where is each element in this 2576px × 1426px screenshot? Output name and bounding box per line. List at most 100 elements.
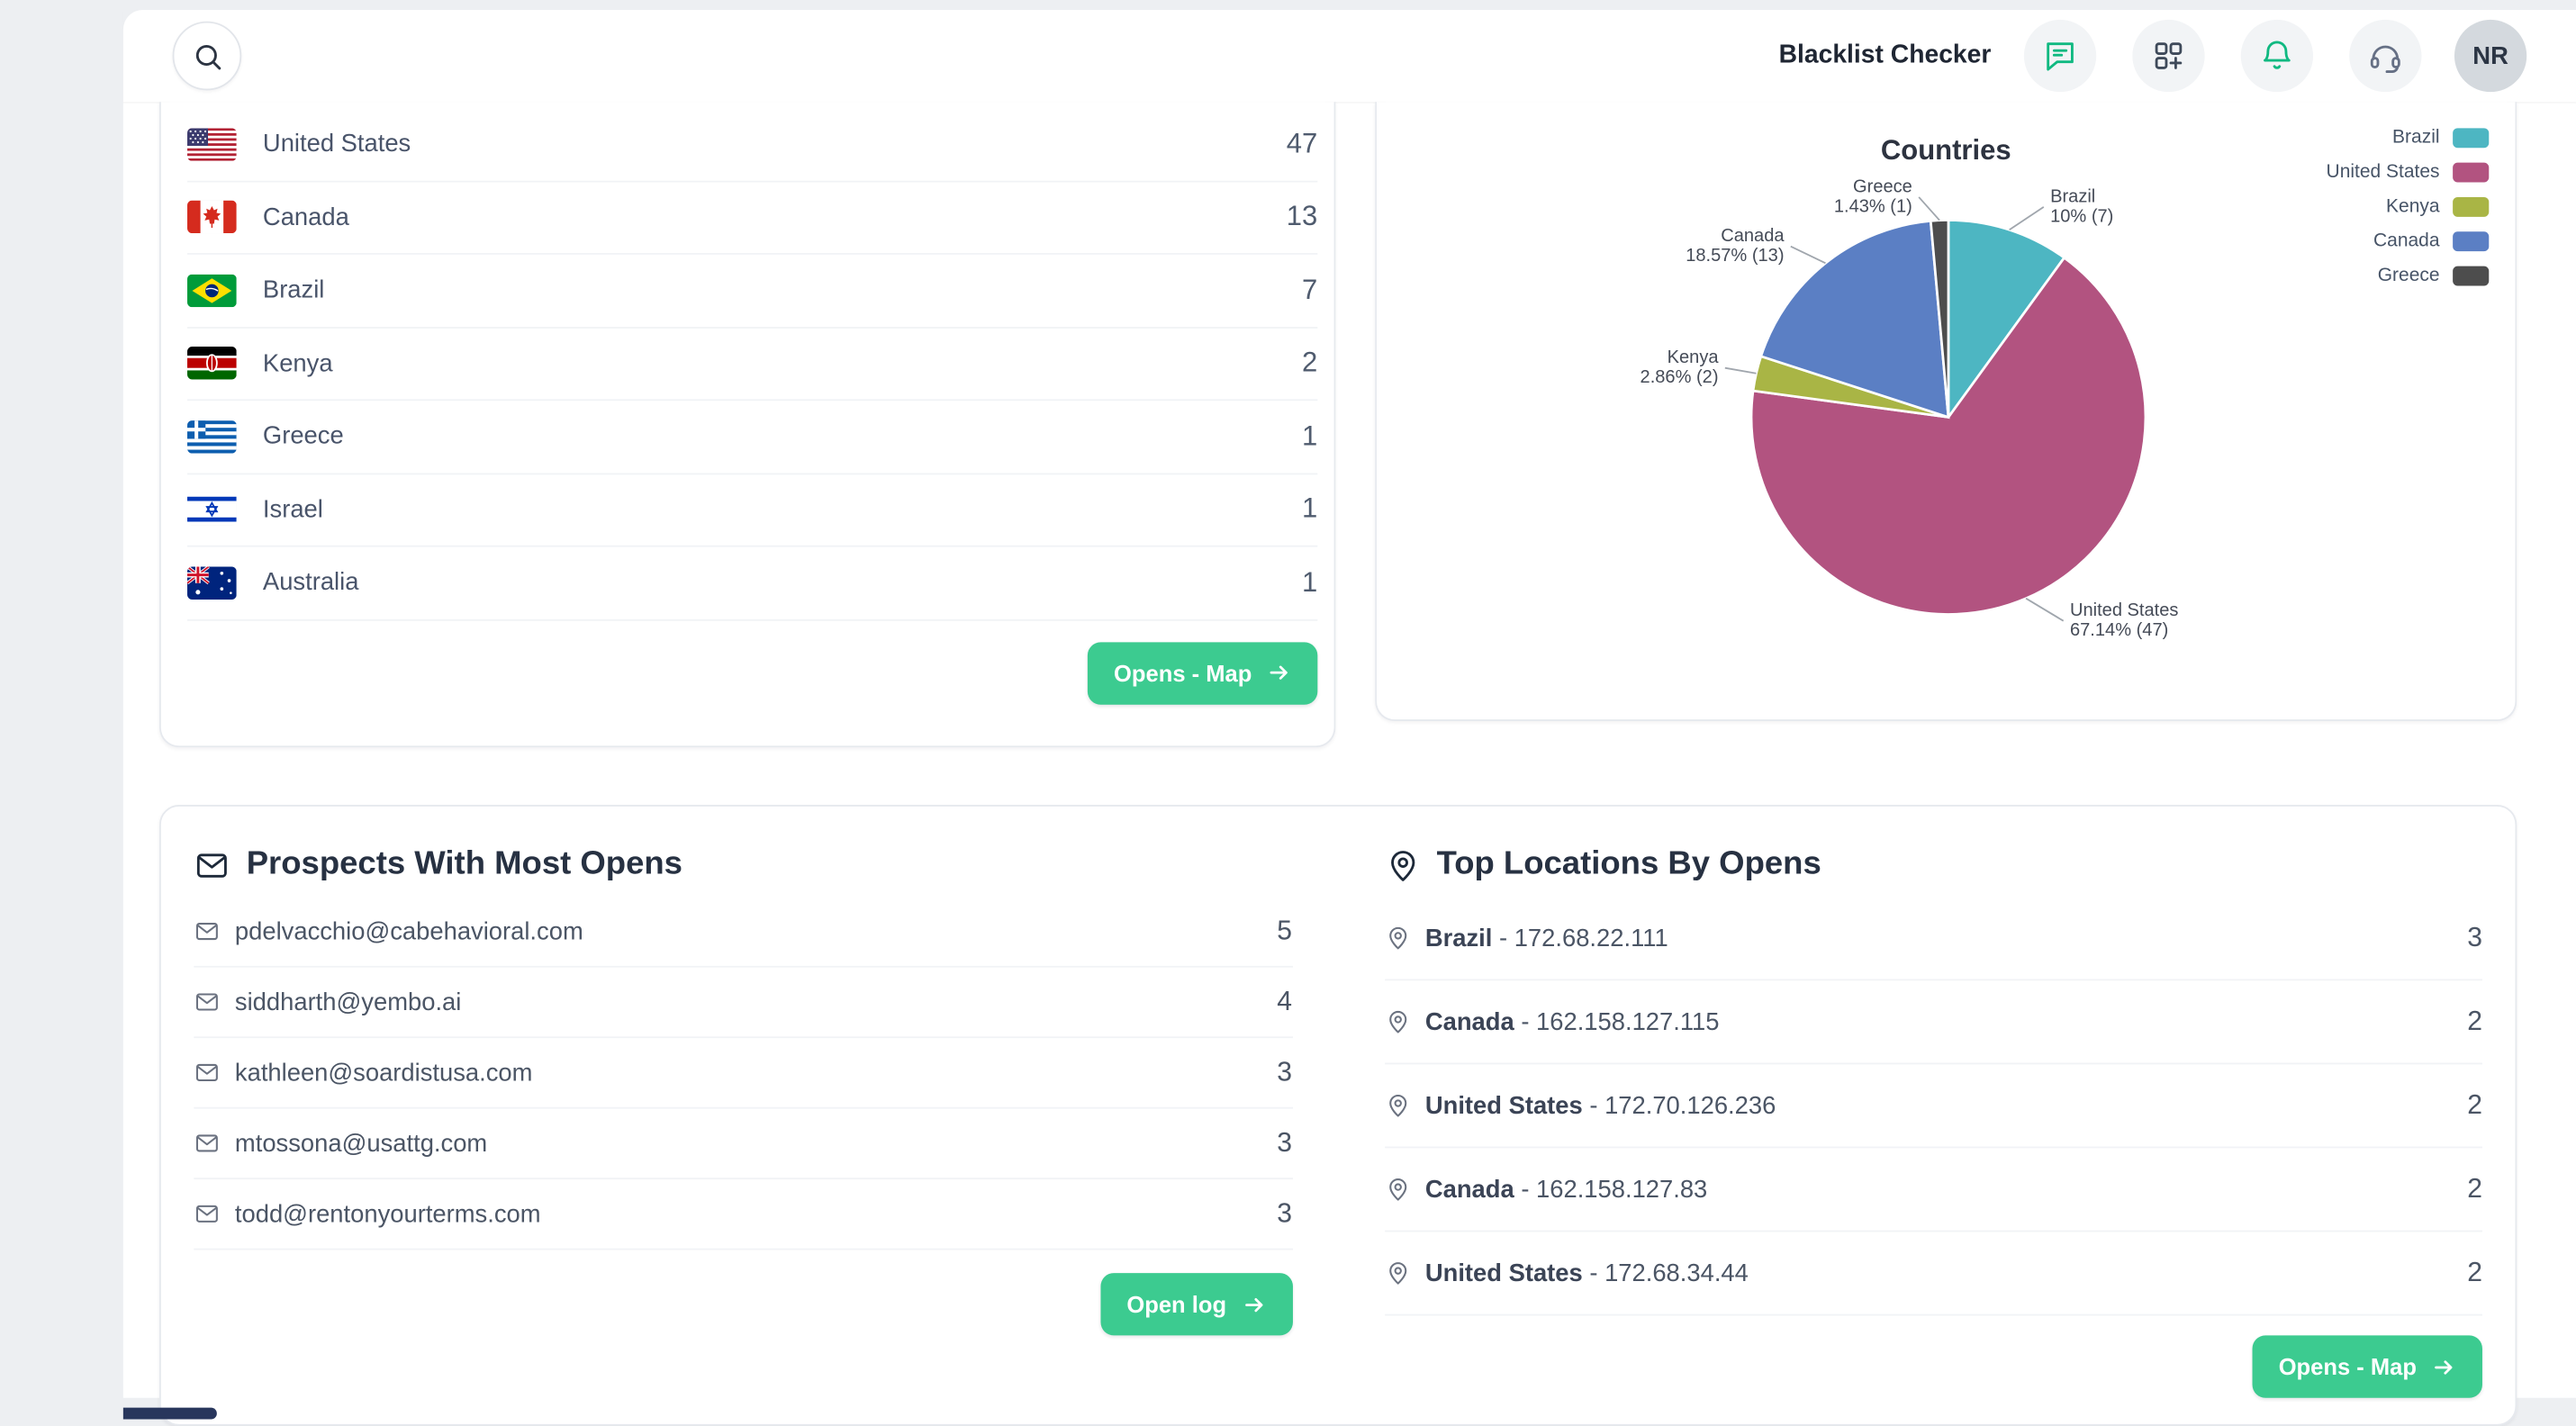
legend-swatch	[2453, 196, 2490, 217]
pie-label-line	[1724, 366, 1757, 375]
apps-button[interactable]	[2132, 19, 2205, 93]
opens-map-button-2[interactable]: Opens - Map	[2252, 1335, 2482, 1398]
header-actions	[2023, 19, 2422, 93]
legend-item-united-states: United States	[2327, 162, 2490, 183]
location-pin-icon	[1384, 1008, 1410, 1034]
prospects-header: Prospects With Most Opens	[194, 846, 1292, 884]
arrow-right-icon	[2431, 1354, 2455, 1378]
header: Blacklist Checker NR	[123, 10, 2576, 102]
chat-icon	[2042, 38, 2078, 74]
location-row: United States - 172.70.126.236 2	[1384, 1064, 2482, 1149]
prospect-open-count: 5	[1277, 916, 1293, 946]
prospect-email: todd@rentonyourterms.com	[234, 1199, 541, 1228]
prospect-row: todd@rentonyourterms.com 3	[194, 1179, 1293, 1250]
flag-kenya-icon	[187, 347, 237, 380]
pie-slice-greece	[1929, 219, 1950, 418]
pie-slice-label: Kenya	[1668, 347, 1720, 367]
countries-list: United States 47 Canada 13 Brazil 7 Keny…	[161, 108, 1334, 620]
prospect-open-count: 3	[1277, 1198, 1293, 1228]
flag-united-states-icon	[187, 127, 237, 161]
avatar[interactable]: NR	[2454, 19, 2527, 93]
envelope-icon	[194, 988, 220, 1015]
pie-slice-united-states	[1749, 256, 2147, 616]
chart-title: Countries	[1880, 134, 2011, 167]
prospect-email: mtossona@usattg.com	[234, 1129, 488, 1158]
location-country: Canada	[1424, 1007, 1514, 1036]
location-row: United States - 172.68.34.44 2	[1384, 1232, 2482, 1316]
opens-map-button[interactable]: Opens - Map	[1087, 641, 1318, 704]
pie-slice-brazil	[1947, 219, 2066, 421]
location-ip: - 172.68.34.44	[1582, 1259, 1749, 1287]
country-name: Greece	[262, 422, 344, 451]
top-cards-row: United States 47 Canada 13 Brazil 7 Keny…	[158, 102, 2517, 748]
location-open-count: 2	[2467, 1173, 2482, 1204]
location-ip: - 172.68.22.111	[1492, 924, 1668, 952]
apps-grid-icon	[2150, 38, 2186, 74]
open-log-button[interactable]: Open log	[1100, 1273, 1293, 1336]
location-ip: - 162.158.127.115	[1514, 1007, 1720, 1036]
locations-header: Top Locations By Opens	[1384, 846, 2482, 884]
pie-slice-canada	[1759, 219, 1950, 420]
country-row: Brazil 7	[187, 255, 1318, 329]
prospect-row: kathleen@soardistusa.com 3	[194, 1038, 1293, 1109]
location-country: Canada	[1424, 1175, 1514, 1204]
location-pin-icon	[1384, 1176, 1410, 1202]
country-row: Israel 1	[187, 474, 1318, 547]
legend-swatch	[2453, 162, 2490, 183]
headset-icon	[2367, 38, 2403, 74]
pie-label-line	[2009, 206, 2045, 231]
flag-canada-icon	[187, 201, 237, 234]
pie-label-line	[1790, 245, 1826, 265]
prospects-footer: Open log	[194, 1273, 1293, 1336]
prospect-email: siddharth@yembo.ai	[234, 988, 462, 1016]
blacklist-checker-link[interactable]: Blacklist Checker	[1778, 41, 1992, 69]
legend-swatch	[2453, 128, 2490, 149]
envelope-icon	[194, 918, 220, 944]
pie-label-line	[2025, 597, 2065, 622]
search-button[interactable]	[172, 21, 242, 91]
horizontal-scrollbar-thumb[interactable]	[122, 1407, 217, 1420]
pie-slice-label: Greece	[1853, 176, 1912, 196]
prospects-column: Prospects With Most Opens pdelvacchio@ca…	[194, 836, 1293, 1398]
arrow-right-icon	[1267, 660, 1291, 684]
location-row: Canada - 162.158.127.83 2	[1384, 1148, 2482, 1232]
country-open-count: 1	[1302, 566, 1318, 598]
flag-brazil-icon	[187, 274, 237, 307]
location-open-count: 2	[2467, 1089, 2482, 1120]
envelope-icon	[194, 1130, 220, 1156]
prospect-row: mtossona@usattg.com 3	[194, 1109, 1293, 1180]
pie-slice-value: 67.14% (47)	[2070, 620, 2168, 640]
envelope-icon	[194, 1201, 220, 1227]
prospects-title: Prospects With Most Opens	[246, 845, 682, 882]
prospect-row: siddharth@yembo.ai 4	[194, 968, 1293, 1039]
prospects-list: pdelvacchio@cabehavioral.com 5 siddharth…	[194, 897, 1293, 1250]
bottom-card: Prospects With Most Opens pdelvacchio@ca…	[158, 805, 2517, 1426]
country-name: Israel	[262, 495, 323, 524]
flag-australia-icon	[187, 566, 237, 600]
prospect-row: pdelvacchio@cabehavioral.com 5	[194, 897, 1293, 968]
open-log-button-label: Open log	[1126, 1291, 1227, 1318]
country-open-count: 7	[1302, 274, 1318, 305]
location-pin-icon	[1384, 1259, 1410, 1286]
prospect-open-count: 3	[1277, 1127, 1293, 1158]
envelope-icon	[194, 847, 230, 883]
location-open-count: 2	[2467, 1006, 2482, 1036]
arrow-right-icon	[1241, 1292, 1265, 1316]
chat-button[interactable]	[2023, 19, 2097, 93]
pie-slice-value: 10% (7)	[2050, 206, 2113, 226]
legend-swatch	[2453, 266, 2490, 286]
flag-israel-icon	[187, 492, 237, 527]
notifications-button[interactable]	[2240, 19, 2314, 93]
countries-chart-card: Countries Brazil United States Kenya Can…	[1375, 102, 2517, 721]
bell-icon	[2259, 38, 2295, 74]
opens-map-button-label: Opens - Map	[1114, 659, 1252, 686]
country-name: Australia	[262, 568, 359, 597]
location-pin-icon	[1384, 925, 1410, 951]
pie-slice-label: United States	[2070, 600, 2178, 620]
legend-label: Greece	[2377, 266, 2440, 286]
support-button[interactable]	[2349, 19, 2422, 93]
pie-slice-value: 2.86% (2)	[1641, 367, 1719, 387]
prospect-open-count: 3	[1277, 1057, 1293, 1087]
